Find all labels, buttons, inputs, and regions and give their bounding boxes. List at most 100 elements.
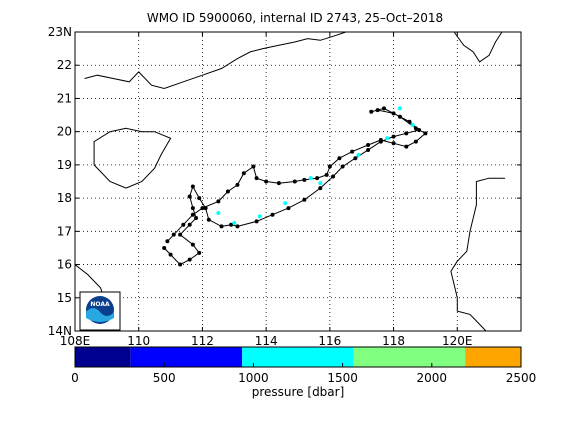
noaa-logo-wave xyxy=(86,308,114,322)
profile-point xyxy=(257,214,262,219)
y-tick-label: 16 xyxy=(57,258,72,272)
profile-point xyxy=(397,106,402,111)
figure-title: WMO ID 5900060, internal ID 2743, 25–Oct… xyxy=(147,11,443,25)
track-point xyxy=(391,134,396,139)
colorbar-ticks: 0 500 1000 1500 2000 2500 xyxy=(71,363,536,385)
track-point xyxy=(178,232,183,237)
track-point xyxy=(391,141,396,146)
colorbar-bin xyxy=(130,347,243,367)
track-point xyxy=(413,126,418,131)
x-tick-label: 112 xyxy=(191,334,214,348)
noaa-logo: NOAA xyxy=(79,291,121,331)
colorbar-tick-label: 0 xyxy=(71,371,79,385)
track-point xyxy=(369,109,374,114)
colorbar-bins xyxy=(75,347,521,367)
track-point xyxy=(318,186,323,191)
profile-point xyxy=(356,152,361,157)
colorbar-bin xyxy=(242,347,354,367)
x-tick-label: 120E xyxy=(442,334,473,348)
profile-point xyxy=(283,201,288,206)
colorbar-bin xyxy=(353,347,466,367)
track-point xyxy=(162,245,167,250)
track-point xyxy=(270,212,275,217)
y-tick-label: 22 xyxy=(57,58,72,72)
track-point xyxy=(235,182,240,187)
coastline xyxy=(93,127,172,189)
track-point xyxy=(407,119,412,124)
track-point xyxy=(206,217,211,222)
profile-point xyxy=(216,211,221,216)
y-tick-label: 18 xyxy=(57,191,72,205)
track-point xyxy=(327,164,332,169)
track-point xyxy=(187,194,192,199)
x-tick-label: 108E xyxy=(60,334,91,348)
profile-point xyxy=(308,176,313,181)
track-point xyxy=(171,232,176,237)
track-point xyxy=(382,106,387,111)
track-point xyxy=(417,128,422,133)
track-point xyxy=(324,172,329,177)
profile-point xyxy=(232,221,237,226)
x-tick-label: 116 xyxy=(318,334,341,348)
track-point xyxy=(190,184,195,189)
coastline xyxy=(84,31,346,90)
track-point xyxy=(366,142,371,147)
x-axis-ticks: 108E 110 112 114 116 118 120E xyxy=(60,32,473,348)
y-tick-label: 14N xyxy=(48,324,72,338)
track-point xyxy=(197,250,202,255)
y-tick-label: 20 xyxy=(57,125,72,139)
track-point xyxy=(292,179,297,184)
track-point xyxy=(276,181,281,186)
track-point xyxy=(350,149,355,154)
x-tick-label: 118 xyxy=(382,334,405,348)
track-point xyxy=(264,179,269,184)
track-point xyxy=(378,137,383,142)
profile-point xyxy=(385,136,390,141)
track-point xyxy=(302,197,307,202)
track-point xyxy=(254,219,259,224)
track-point xyxy=(375,108,380,113)
track-point xyxy=(366,147,371,152)
map-frame xyxy=(74,31,522,332)
track-point xyxy=(216,199,221,204)
track-point xyxy=(165,239,170,244)
track-point xyxy=(200,206,205,211)
map-area: 108E 110 112 114 116 118 120E 14N 15 16 17 18 19 20 2… xyxy=(48,25,522,348)
map-background xyxy=(75,32,521,331)
track-point xyxy=(168,252,173,257)
track-point xyxy=(241,171,246,176)
track-point xyxy=(187,257,192,262)
track-point xyxy=(219,224,224,229)
track-point xyxy=(190,242,195,247)
track-point xyxy=(251,164,256,169)
profile-point xyxy=(410,123,415,128)
y-tick-label: 19 xyxy=(57,158,72,172)
coastline xyxy=(450,177,506,332)
y-axis-ticks: 14N 15 16 17 18 19 20 21 22 23N xyxy=(48,25,521,338)
track-point xyxy=(254,176,259,181)
colorbar-tick-label: 1000 xyxy=(238,371,269,385)
float-track xyxy=(162,106,428,267)
track-point xyxy=(203,206,208,211)
track-point xyxy=(197,196,202,201)
track-point xyxy=(194,216,199,221)
x-tick-label: 114 xyxy=(255,334,278,348)
track-point xyxy=(181,222,186,227)
noaa-logo-text: NOAA xyxy=(90,301,110,308)
y-tick-label: 15 xyxy=(57,291,72,305)
colorbar-bin xyxy=(75,347,131,367)
track-point xyxy=(404,144,409,149)
y-tick-label: 23N xyxy=(48,25,72,39)
track-point xyxy=(315,176,320,181)
track-point xyxy=(404,131,409,136)
track-point xyxy=(423,131,428,136)
track-point xyxy=(337,156,342,161)
colorbar-frame xyxy=(74,346,522,368)
colorbar-tick-label: 2500 xyxy=(506,371,537,385)
y-tick-label: 21 xyxy=(57,91,72,105)
track-point xyxy=(340,164,345,169)
track-point xyxy=(331,174,336,179)
track-point xyxy=(190,212,195,217)
track-point xyxy=(235,224,240,229)
